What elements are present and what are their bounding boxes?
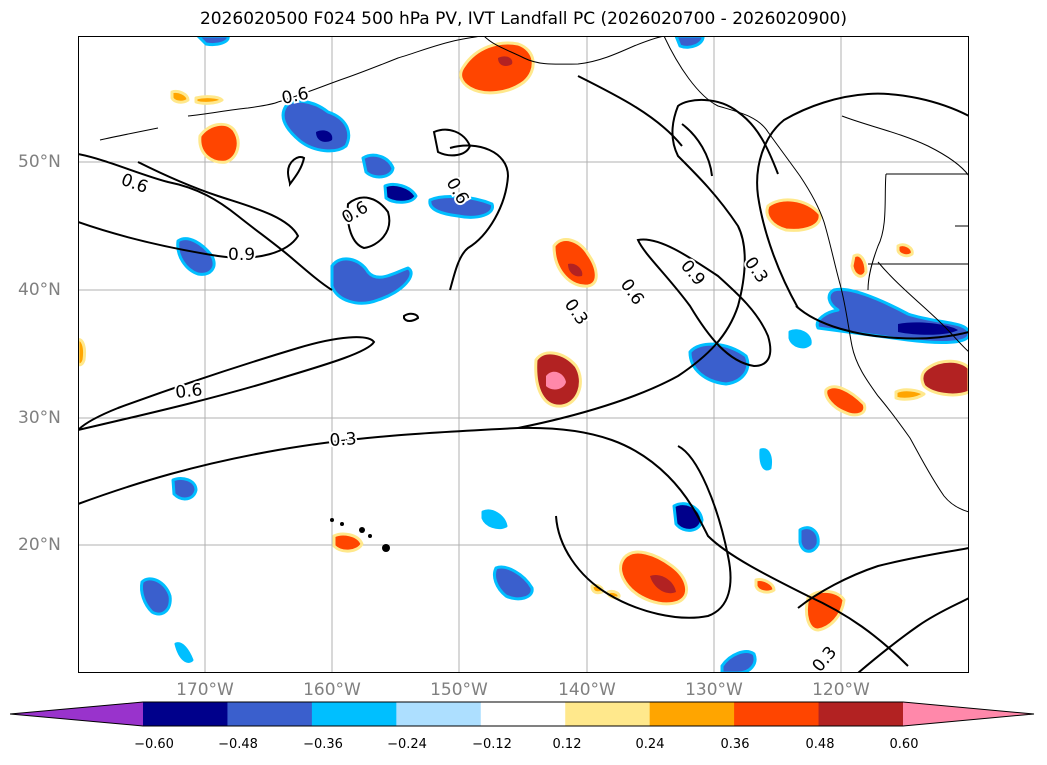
longitude-label: 150°W: [430, 680, 488, 700]
neg-region: [330, 257, 413, 305]
pos-region: [804, 590, 846, 632]
latitude-label: 20°N: [18, 535, 61, 555]
hawaii-islands: [330, 518, 390, 552]
pos-region: [894, 388, 926, 401]
pos-core: [546, 371, 566, 390]
colorbar-tick-label: −0.12: [472, 737, 512, 752]
neg-region: [688, 342, 750, 386]
pos-region: [198, 122, 240, 164]
longitude-label: 120°W: [812, 680, 870, 700]
neg-region: [171, 476, 198, 501]
colorbar-segment: [396, 702, 482, 726]
neg-region: [383, 182, 418, 204]
map-title: 2026020500 F024 500 hPa PV, IVT Landfall…: [199, 9, 847, 29]
pos-region: [170, 90, 190, 104]
pos-region: [850, 253, 868, 278]
longitude-label: 140°W: [558, 680, 616, 700]
colorbar-segment: [818, 702, 904, 726]
colorbar-segment: [10, 702, 143, 726]
pos-region: [552, 238, 598, 288]
pos-core: [650, 574, 676, 594]
contour-label: 0.9: [228, 245, 255, 265]
neg-region: [361, 153, 395, 179]
pos-region: [332, 532, 364, 553]
longitude-label: 130°W: [685, 680, 743, 700]
colorbar-segment: [734, 702, 820, 726]
contour-label: 0.6: [174, 380, 203, 403]
negative-pc-shading: [140, 36, 969, 673]
pos-core: [568, 263, 583, 277]
neg-region: [759, 448, 772, 471]
colorbar-tick-label: −0.36: [303, 737, 343, 752]
neg-region: [492, 565, 534, 601]
pos-region: [194, 95, 224, 105]
colorbar-tick-label: 0.36: [720, 737, 750, 752]
map-panel: 0.6 0.6 0.6 0.6 0.9 0.6 0.9 0.3 0.6 0.3 …: [78, 36, 969, 673]
pos-region: [459, 41, 535, 95]
colorbar-segment: [311, 702, 397, 726]
neg-region: [428, 195, 494, 219]
latitude-label: 30°N: [18, 408, 61, 428]
coastlines: [99, 36, 969, 513]
neg-region: [174, 642, 194, 663]
colorbar-segment: [480, 702, 566, 726]
colorbar-segment: [227, 702, 313, 726]
neg-region: [798, 526, 820, 553]
latitude-label: 40°N: [18, 280, 61, 300]
gridlines: [78, 36, 969, 673]
neg-core: [316, 130, 333, 142]
colorbar-tick-label: −0.60: [134, 737, 174, 752]
pos-core: [498, 56, 513, 66]
neg-core: [678, 511, 689, 523]
colorbar-tick-label: −0.48: [218, 737, 258, 752]
colorbar-tick-label: 0.48: [805, 737, 835, 752]
pos-region: [920, 359, 969, 397]
colorbar-tick-label: 0.12: [552, 737, 582, 752]
colorbar-segment: [649, 702, 735, 726]
latitude-label: 50°N: [18, 152, 61, 172]
contour-label: 0.3: [329, 429, 357, 451]
neg-region: [788, 329, 812, 349]
pos-region: [896, 243, 914, 258]
longitude-label: 160°W: [303, 680, 361, 700]
positive-pc-shading: [78, 41, 969, 632]
colorbar-segment: [903, 702, 1034, 726]
colorbar-tick-label: 0.24: [635, 737, 665, 752]
neg-region: [281, 99, 351, 153]
pos-region: [754, 578, 776, 594]
pv-contours: [78, 75, 969, 673]
neg-region: [140, 577, 172, 616]
neg-region: [176, 237, 216, 276]
longitude-label: 170°W: [176, 680, 234, 700]
colorbar-tick-label: −0.24: [387, 737, 427, 752]
colorbar-segment: [143, 702, 228, 726]
colorbar-segment: [565, 702, 651, 726]
colorbar: [9, 701, 1036, 733]
neg-region: [481, 509, 508, 530]
colorbar-tick-label: 0.60: [889, 737, 919, 752]
pos-region: [824, 385, 867, 417]
pos-region: [765, 198, 822, 232]
